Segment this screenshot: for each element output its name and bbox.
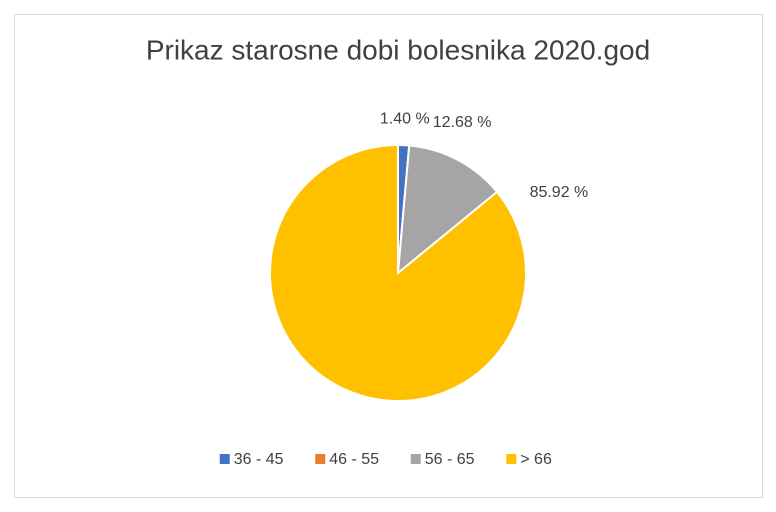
legend-label: 56 - 65 (425, 451, 475, 468)
legend-label: 46 - 55 (329, 451, 379, 468)
legend-swatch (219, 454, 230, 464)
legend-swatch (315, 454, 326, 464)
legend-swatch (410, 454, 421, 464)
data-label: 1.40 % (380, 110, 430, 127)
pie-slice (269, 143, 527, 402)
data-label: 12.68 % (433, 114, 492, 131)
legend-label: > 66 (520, 451, 552, 468)
legend-label: 36 - 45 (234, 451, 284, 468)
chart-title: Prikaz starosne dobi bolesnika 2020.god (146, 34, 650, 65)
pie-slice (396, 144, 499, 276)
legend-swatch (506, 454, 517, 464)
data-label: 85.92 % (530, 184, 589, 201)
